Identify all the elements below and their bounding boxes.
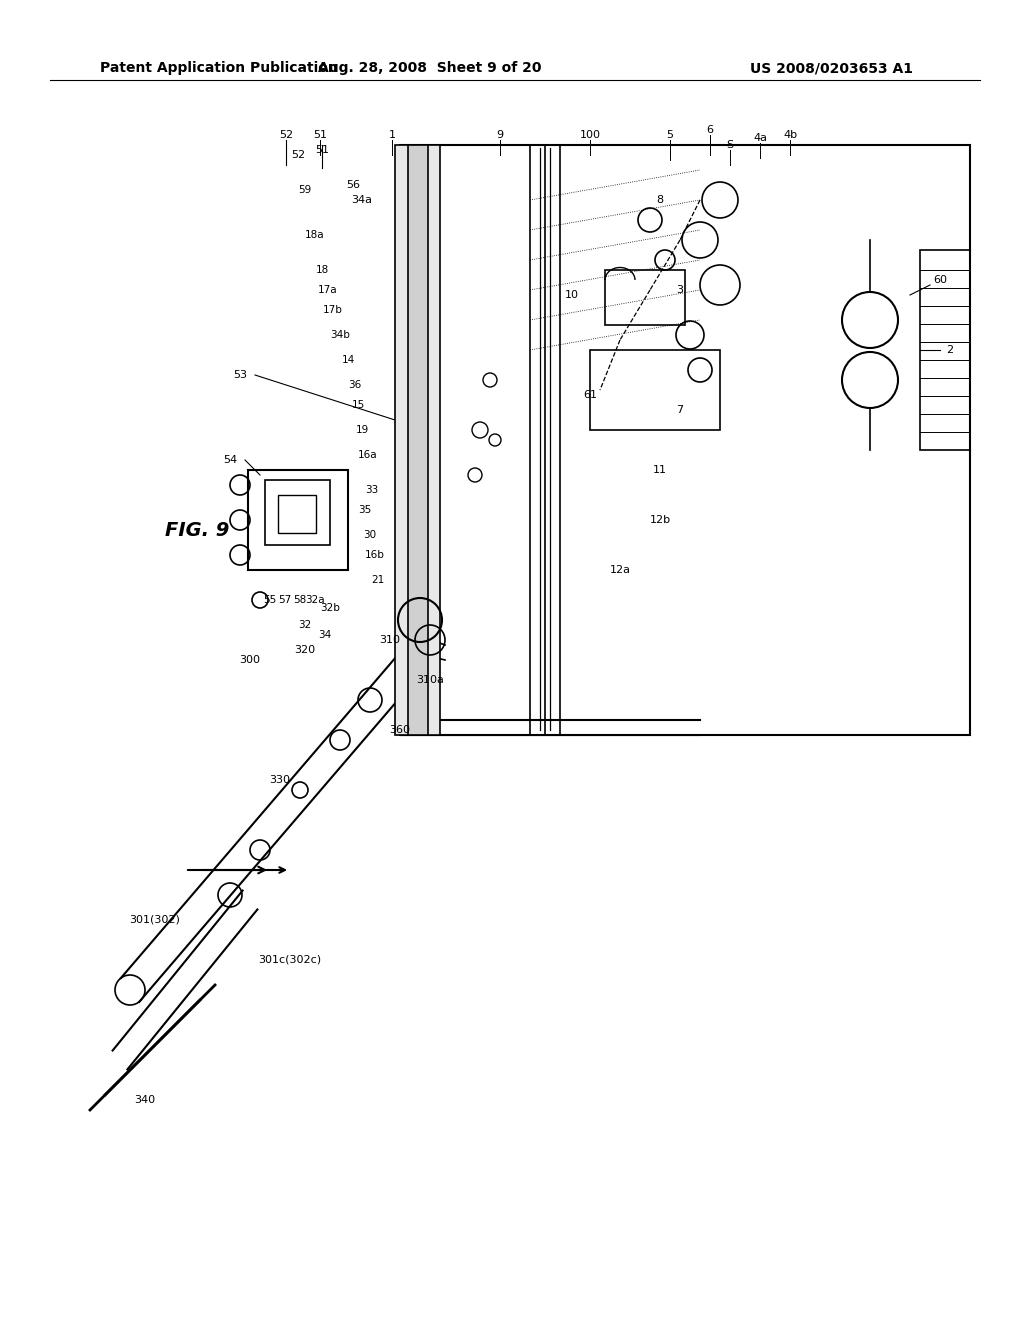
Text: 14: 14 — [341, 355, 354, 366]
Text: 18: 18 — [315, 265, 329, 275]
Text: 301c(302c): 301c(302c) — [258, 954, 322, 965]
Bar — [920, 249, 970, 450]
Text: 16a: 16a — [358, 450, 378, 459]
Text: 10: 10 — [565, 290, 579, 300]
Text: 15: 15 — [351, 400, 365, 411]
Text: 54: 54 — [223, 455, 238, 465]
Text: 330: 330 — [269, 775, 291, 785]
Text: 6: 6 — [707, 125, 714, 135]
Text: 59: 59 — [298, 185, 311, 195]
Text: 18a: 18a — [305, 230, 325, 240]
Text: 35: 35 — [358, 506, 372, 515]
Text: 30: 30 — [364, 531, 377, 540]
Text: 310a: 310a — [416, 675, 444, 685]
Text: 52: 52 — [279, 129, 293, 140]
Text: 34: 34 — [318, 630, 332, 640]
Text: 55: 55 — [263, 595, 276, 605]
Text: S: S — [726, 140, 733, 150]
Bar — [265, 480, 330, 545]
Text: 52: 52 — [291, 150, 305, 160]
Text: 360: 360 — [389, 725, 411, 735]
Text: 17b: 17b — [323, 305, 343, 315]
Text: 4b: 4b — [783, 129, 797, 140]
Text: 7: 7 — [677, 405, 684, 414]
Text: 60: 60 — [933, 275, 947, 285]
Bar — [605, 271, 685, 325]
Text: 32a: 32a — [305, 595, 325, 605]
Text: 19: 19 — [355, 425, 369, 436]
Text: 9: 9 — [497, 129, 504, 140]
Text: 32: 32 — [298, 620, 311, 630]
Text: 51: 51 — [313, 129, 327, 140]
Text: 300: 300 — [240, 655, 260, 665]
Text: 320: 320 — [295, 645, 315, 655]
Text: 56: 56 — [346, 180, 360, 190]
Text: 21: 21 — [372, 576, 385, 585]
Text: 301(302): 301(302) — [130, 915, 180, 925]
Text: 34a: 34a — [351, 195, 373, 205]
Text: 51: 51 — [315, 145, 329, 154]
Text: 310: 310 — [380, 635, 400, 645]
Text: 34b: 34b — [330, 330, 350, 341]
Text: Patent Application Publication: Patent Application Publication — [100, 61, 338, 75]
Text: 11: 11 — [653, 465, 667, 475]
Text: 58: 58 — [293, 595, 306, 605]
Text: 17a: 17a — [318, 285, 338, 294]
Bar — [408, 145, 428, 735]
Text: 2: 2 — [946, 345, 953, 355]
Text: 8: 8 — [656, 195, 664, 205]
Text: 12b: 12b — [649, 515, 671, 525]
Text: 16b: 16b — [366, 550, 385, 560]
Text: 32b: 32b — [321, 603, 340, 612]
Text: 4a: 4a — [753, 133, 767, 143]
Text: 1: 1 — [388, 129, 395, 140]
Text: 5: 5 — [667, 129, 674, 140]
Bar — [395, 145, 440, 735]
Text: 33: 33 — [366, 484, 379, 495]
Text: 100: 100 — [580, 129, 600, 140]
Text: Aug. 28, 2008  Sheet 9 of 20: Aug. 28, 2008 Sheet 9 of 20 — [318, 61, 542, 75]
Text: US 2008/0203653 A1: US 2008/0203653 A1 — [750, 61, 913, 75]
Bar — [590, 350, 720, 430]
Text: 36: 36 — [348, 380, 361, 389]
Bar — [278, 495, 316, 533]
Text: 340: 340 — [134, 1096, 156, 1105]
Text: 12a: 12a — [609, 565, 631, 576]
Text: FIG. 9: FIG. 9 — [165, 520, 229, 540]
Text: 57: 57 — [279, 595, 292, 605]
Text: 3: 3 — [677, 285, 683, 294]
Bar — [400, 145, 970, 735]
Text: 53: 53 — [233, 370, 247, 380]
Bar — [248, 470, 348, 570]
Text: 61: 61 — [583, 389, 597, 400]
